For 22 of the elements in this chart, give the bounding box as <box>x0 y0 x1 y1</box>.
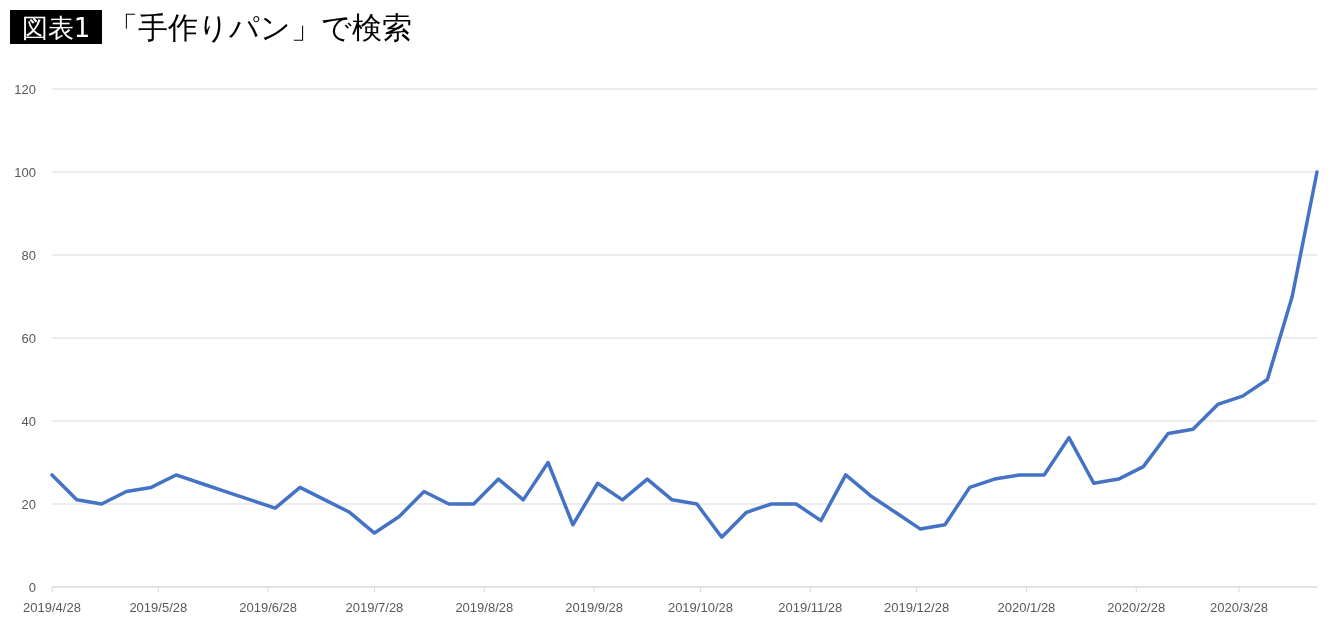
y-tick-label: 80 <box>21 247 36 263</box>
x-tick-label: 2019/5/28 <box>129 600 188 615</box>
y-tick-label: 20 <box>21 496 36 512</box>
x-tick-label: 2019/6/28 <box>239 600 298 615</box>
y-tick-label: 120 <box>14 81 36 97</box>
x-tick-label: 2019/10/28 <box>667 600 733 615</box>
x-tick-label: 2020/3/28 <box>1210 600 1268 615</box>
chart-title: 図表1 <box>21 13 91 43</box>
chart-subtitle: 「手作りパン」で検索 <box>108 10 412 45</box>
x-tick-label: 2019/9/28 <box>565 600 624 615</box>
x-tick-label: 2019/8/28 <box>455 600 514 615</box>
x-tick-label: 2019/4/28 <box>23 600 81 615</box>
y-tick-label: 60 <box>21 330 36 346</box>
x-tick-label: 2019/7/28 <box>345 600 404 615</box>
y-tick-label: 0 <box>28 579 36 595</box>
line-series <box>50 170 1319 539</box>
x-tick-label: 2020/2/28 <box>1107 600 1166 615</box>
x-tick-label: 2019/11/28 <box>778 600 843 615</box>
x-tick-label: 2020/1/28 <box>997 600 1056 615</box>
y-tick-label: 100 <box>14 164 36 180</box>
y-tick-label: 40 <box>21 413 36 429</box>
x-tick-label: 2019/12/28 <box>884 600 950 615</box>
